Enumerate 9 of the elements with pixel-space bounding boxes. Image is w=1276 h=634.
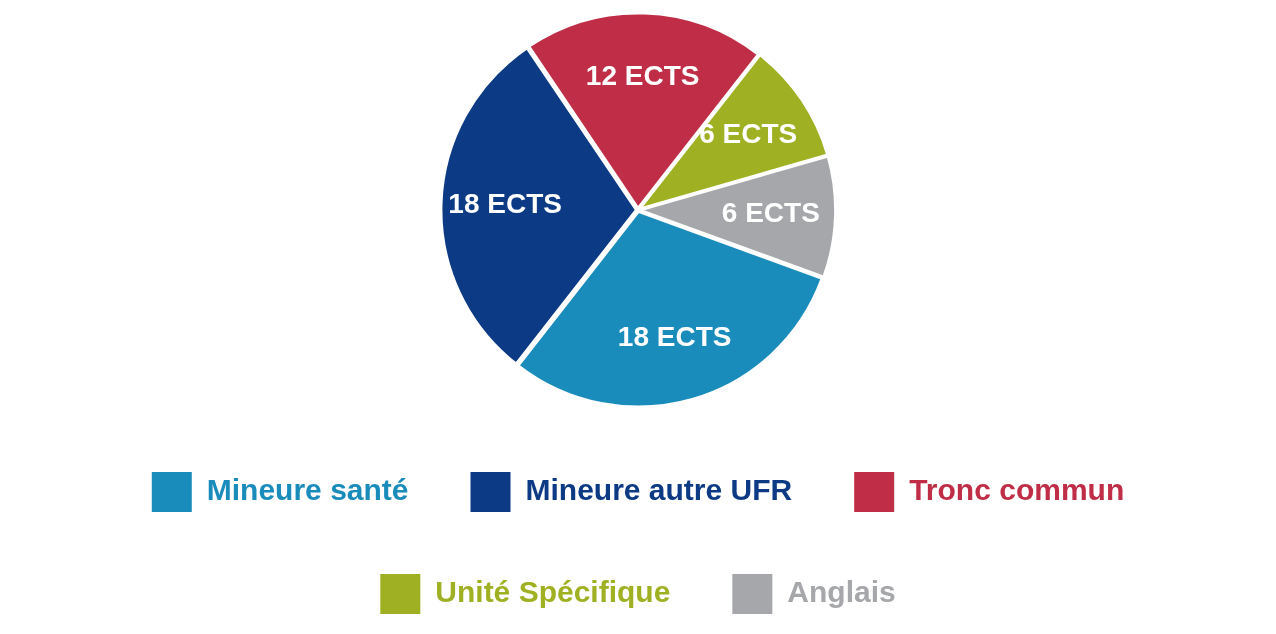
legend-label: Anglais (787, 575, 896, 609)
legend-label: Mineure santé (206, 473, 409, 507)
data-label: 18 ECTS (617, 320, 732, 352)
data-label: 12 ECTS (585, 59, 700, 91)
data-label: 6 ECTS (721, 197, 820, 229)
legend-label: Unité Spécifique (435, 575, 671, 609)
legend-label: Tronc commun (909, 473, 1125, 507)
data-label: 18 ECTS (448, 188, 562, 220)
legend-label: Mineure autre UFR (525, 473, 793, 507)
